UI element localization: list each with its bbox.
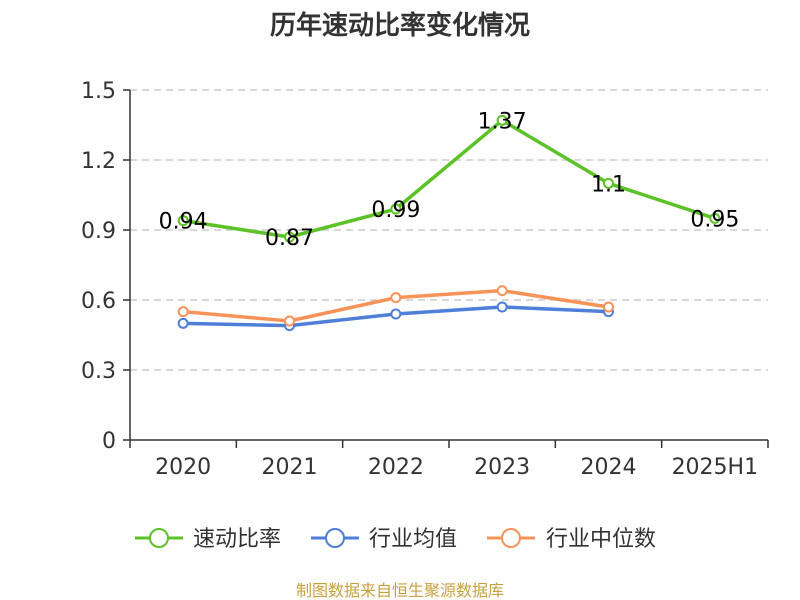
legend-marker	[149, 528, 169, 548]
data-point	[177, 306, 189, 318]
data-label: 0.94	[159, 210, 208, 235]
y-tick-label: 0.9	[81, 219, 116, 244]
legend-marker	[501, 528, 521, 548]
y-tick-label: 1.5	[81, 79, 116, 104]
legend-marker	[325, 528, 345, 548]
legend-item-1: 行业均值	[311, 527, 457, 552]
data-point	[496, 285, 508, 297]
data-point	[177, 215, 189, 227]
x-tick-label: 2023	[474, 455, 530, 480]
data-labels: 0.94 0.87 0.99 1.37 1.1 0.95	[159, 109, 740, 251]
y-tick-label: 0.3	[81, 359, 116, 384]
data-point	[390, 292, 402, 304]
data-label: 1.1	[591, 172, 626, 197]
legend-label: 行业均值	[369, 527, 457, 552]
y-tick-label: 0.6	[81, 289, 116, 314]
x-tick-label: 2025H1	[672, 455, 759, 480]
x-tick-label: 2020	[155, 455, 211, 480]
data-point	[496, 301, 508, 313]
y-tick-label: 1.2	[81, 149, 116, 174]
data-point	[284, 315, 295, 327]
grid-lines	[130, 89, 768, 371]
data-point	[603, 177, 614, 189]
data-point	[709, 212, 721, 224]
series-line-0	[181, 118, 717, 239]
x-tick-label: 2024	[581, 455, 637, 480]
data-point	[390, 203, 402, 215]
data-label: 0.95	[690, 207, 739, 232]
data-label: 0.99	[371, 198, 420, 223]
axes: 0 0.3 0.6 0.9 1.2 1.5 2020 2021 2022 2023 2024 2025…	[81, 79, 769, 480]
legend-item-2: 行业中位数	[487, 527, 656, 552]
source-note: 制图数据来自恒生聚源数据库	[296, 581, 504, 600]
series-group	[177, 114, 721, 332]
data-label: 1.37	[478, 109, 527, 134]
legend: 速动比率 行业均值 行业中位数	[135, 527, 656, 552]
data-point	[177, 317, 189, 329]
legend-label: 速动比率	[193, 527, 281, 552]
x-tick-label: 2021	[262, 455, 318, 480]
legend-label: 行业中位数	[546, 527, 656, 552]
data-point	[390, 308, 402, 320]
x-tick-label: 2022	[368, 455, 424, 480]
data-point	[603, 301, 614, 313]
data-label: 0.87	[265, 226, 314, 251]
chart-title: 历年速动比率变化情况	[270, 10, 530, 41]
legend-item-0: 速动比率	[135, 527, 281, 552]
data-point	[284, 231, 295, 243]
data-point	[496, 114, 508, 126]
y-tick-label: 0	[102, 429, 116, 454]
